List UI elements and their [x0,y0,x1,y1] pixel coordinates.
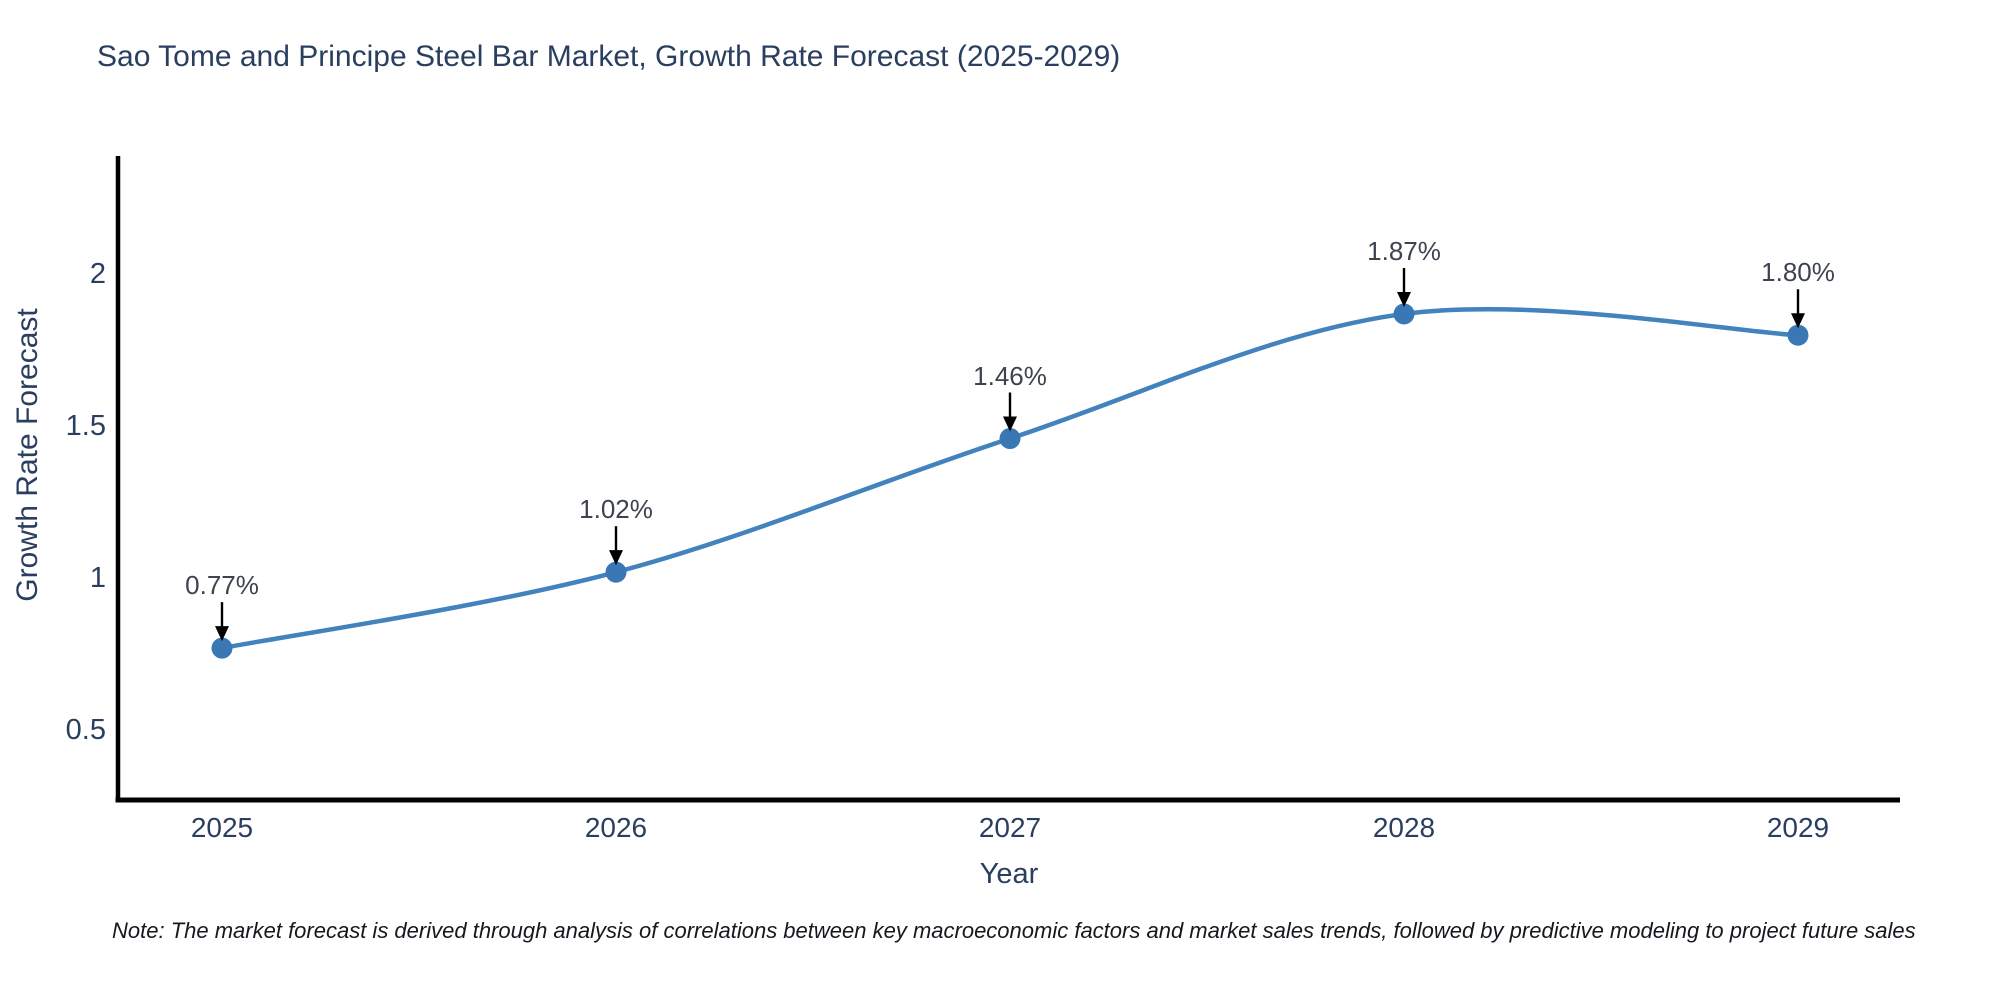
data-point-marker [999,428,1021,450]
annotation-arrowhead-icon [609,550,623,566]
y-tick-label: 2 [89,258,106,291]
x-tick-label: 2028 [1372,812,1436,843]
x-tick-label: 2027 [978,812,1042,843]
x-tick-label: 2029 [1766,812,1830,843]
y-tick-label: 0.5 [65,714,106,747]
data-point-marker [605,561,627,583]
annotation-arrowhead-icon [1791,313,1805,329]
x-tick-label: 2026 [584,812,648,843]
chart-title: Sao Tome and Principe Steel Bar Market, … [97,40,1121,73]
annotation-arrowhead-icon [1397,291,1411,307]
y-tick-label: 1 [89,562,106,595]
annotation-arrowhead-icon [1003,416,1017,432]
point-value-label: 1.02% [579,494,653,525]
data-point-marker [211,637,233,659]
point-value-label: 1.80% [1761,257,1835,288]
point-value-label: 1.46% [973,360,1047,391]
annotation-arrowhead-icon [215,626,229,642]
footnote: Note: The market forecast is derived thr… [112,918,1916,943]
data-point-marker [1393,303,1415,325]
y-tick-label: 1.5 [65,410,106,443]
x-axis-title: Year [979,858,1039,890]
point-value-label: 0.77% [185,570,259,601]
y-axis-title: Growth Rate Forecast [11,308,44,602]
x-tick-label: 2025 [190,812,254,843]
data-point-marker [1787,324,1809,346]
point-value-label: 1.87% [1367,235,1441,266]
